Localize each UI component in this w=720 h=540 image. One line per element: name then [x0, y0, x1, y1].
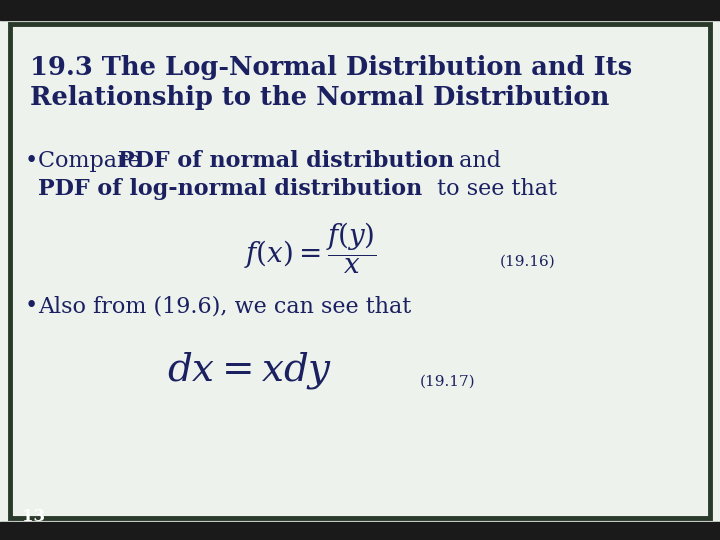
- Text: to see that: to see that: [430, 178, 557, 200]
- Text: and: and: [452, 150, 501, 172]
- Text: PDF of log-normal distribution: PDF of log-normal distribution: [38, 178, 422, 200]
- Text: 19.3 The Log-Normal Distribution and Its: 19.3 The Log-Normal Distribution and Its: [30, 55, 632, 80]
- Text: PDF of normal distribution: PDF of normal distribution: [118, 150, 454, 172]
- Text: $f(x) = \dfrac{f(y)}{x}$: $f(x) = \dfrac{f(y)}{x}$: [243, 220, 377, 276]
- Text: 13: 13: [22, 508, 45, 525]
- Text: •: •: [25, 150, 38, 172]
- Bar: [0, 522, 720, 540]
- Text: Compare: Compare: [38, 150, 148, 172]
- Text: (19.16): (19.16): [500, 255, 556, 269]
- Text: $dx = xdy$: $dx = xdy$: [167, 350, 333, 391]
- Text: Also from (19.6), we can see that: Also from (19.6), we can see that: [38, 295, 411, 317]
- Text: Relationship to the Normal Distribution: Relationship to the Normal Distribution: [30, 85, 609, 110]
- Text: (19.17): (19.17): [420, 375, 476, 389]
- Text: •: •: [25, 295, 38, 317]
- Bar: [0, 0, 720, 20]
